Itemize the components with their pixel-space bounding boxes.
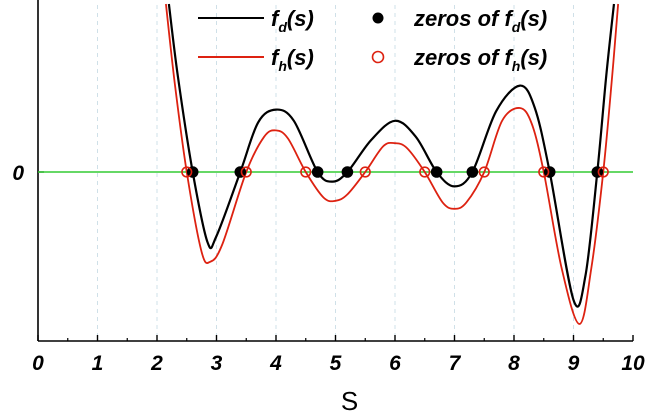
legend-label-curve-h: fh(s) <box>271 45 314 74</box>
x-tick-label-7: 7 <box>449 352 462 375</box>
zero-marker-h <box>419 166 431 178</box>
series-line-h <box>165 3 620 325</box>
x-tick-label-9: 9 <box>568 352 580 375</box>
zero-marker-h <box>538 166 550 178</box>
zero-marker-h <box>300 166 312 178</box>
legend-label-curve-d: fd(s) <box>271 6 314 35</box>
tick-labels: 0 1 2 3 4 5 6 7 8 9 10 <box>32 352 645 375</box>
x-tick-label-2: 2 <box>150 352 163 375</box>
zeros-group <box>181 166 609 178</box>
legend-marker-filled <box>372 12 384 24</box>
zero-marker-h <box>597 166 609 178</box>
legend-label-zeros-d: zeros of fd(s) <box>413 6 547 35</box>
x-tick-label-8: 8 <box>508 352 520 375</box>
x-tick-label-0: 0 <box>32 352 44 375</box>
zero-marker-h <box>240 166 252 178</box>
x-tick-label-3: 3 <box>211 352 223 375</box>
series-group <box>165 3 620 325</box>
zero-marker-d <box>430 166 443 178</box>
zero-marker-h <box>181 166 193 178</box>
zero-marker-d <box>466 166 479 178</box>
x-tick-label-1: 1 <box>92 352 104 375</box>
x-axis-label: S <box>341 386 358 416</box>
zero-marker-d <box>311 166 324 178</box>
grid-lines <box>97 5 574 341</box>
zero-marker-d <box>341 166 354 178</box>
axes <box>37 0 634 342</box>
x-tick-label-4: 4 <box>269 352 282 375</box>
x-tick-label-10: 10 <box>621 352 645 375</box>
legend: fd(s) zeros of fd(s) fh(s) zeros of fh(s) <box>198 6 547 74</box>
legend-marker-open <box>371 50 385 64</box>
y-tick-label-0: 0 <box>12 162 24 185</box>
series-line-d <box>167 3 616 308</box>
legend-label-zeros-h: zeros of fh(s) <box>413 45 547 74</box>
zero-marker-h <box>478 166 490 178</box>
x-tick-label-5: 5 <box>330 352 342 375</box>
x-tick-label-6: 6 <box>389 352 401 375</box>
zero-marker-h <box>359 166 371 178</box>
